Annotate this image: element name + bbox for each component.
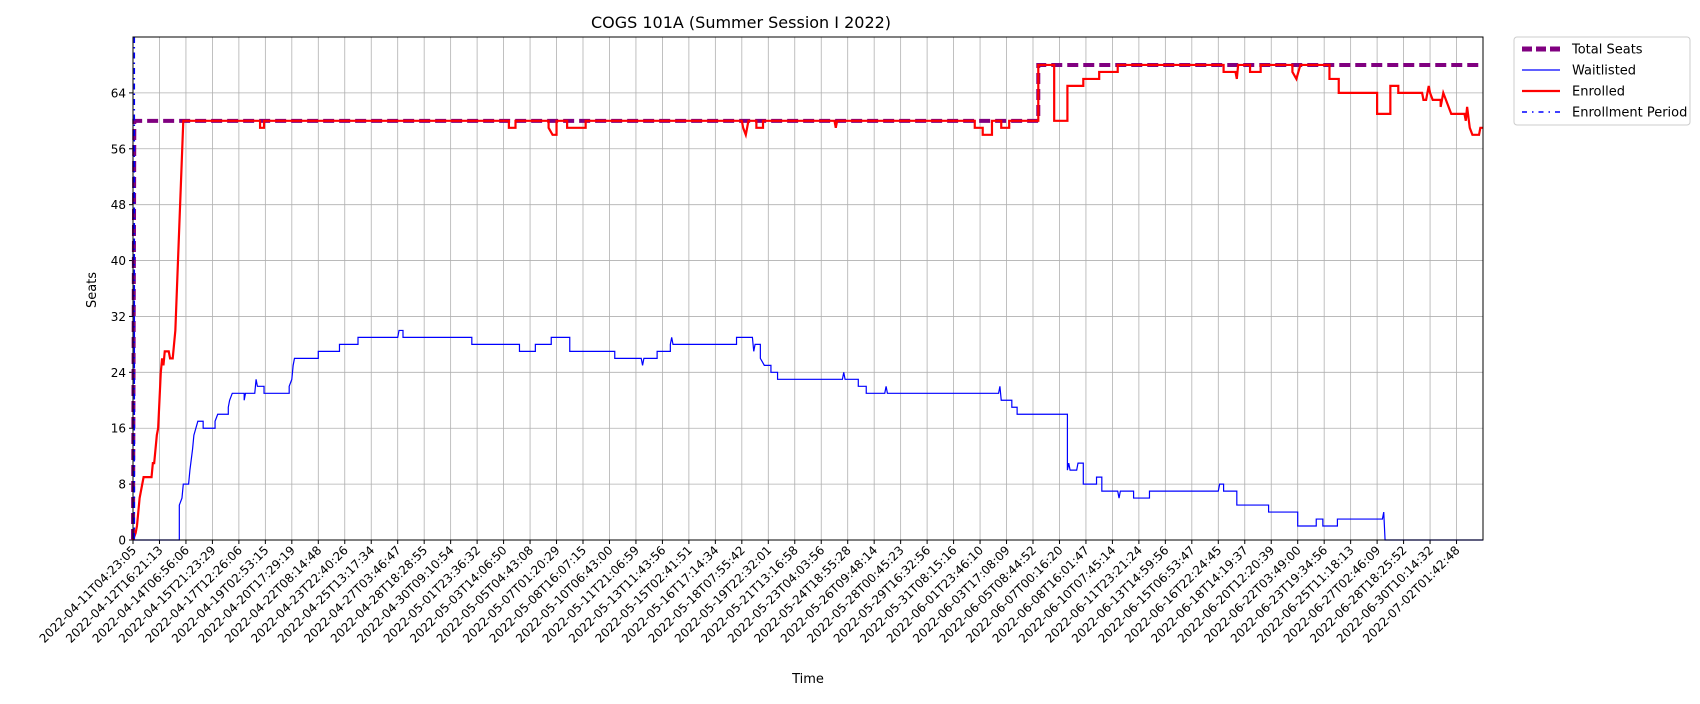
- grid-lines: [132, 37, 1483, 541]
- y-tick-label: 16: [111, 422, 126, 436]
- y-tick-label: 64: [111, 86, 126, 100]
- chart-title: COGS 101A (Summer Session I 2022): [591, 13, 891, 32]
- y-tick-label: 24: [111, 366, 126, 380]
- y-axis-ticks: 0 8 16 24 32 40 48 56 64: [111, 86, 133, 548]
- y-tick-label: 48: [111, 198, 126, 212]
- y-tick-label: 32: [111, 310, 126, 324]
- legend: Total Seats Waitlisted Enrolled Enrollment …: [1513, 36, 1691, 126]
- total-seats-line: [131, 62, 1483, 541]
- y-tick-label: 56: [111, 142, 126, 156]
- series-lines: [131, 37, 1483, 541]
- y-tick-label: 0: [118, 534, 126, 548]
- legend-label-total-seats: Total Seats: [1571, 43, 1643, 58]
- plot-frame: [132, 36, 1484, 541]
- legend-box: [1513, 36, 1691, 126]
- legend-label-enrolled: Enrolled: [1572, 85, 1625, 100]
- y-tick-label: 40: [111, 254, 126, 268]
- waitlisted-line: [133, 329, 1483, 541]
- enrolled-line: [131, 63, 1483, 541]
- legend-label-enrollment-period: Enrollment Period: [1572, 106, 1687, 121]
- y-tick-label: 8: [118, 478, 126, 492]
- legend-label-waitlisted: Waitlisted: [1572, 64, 1636, 79]
- x-axis-label: Time: [791, 672, 824, 687]
- y-axis-label: Seats: [85, 272, 100, 308]
- x-axis-ticks: 2022-04-11T04:23:052022-04-12T16:21:1320…: [37, 540, 1463, 646]
